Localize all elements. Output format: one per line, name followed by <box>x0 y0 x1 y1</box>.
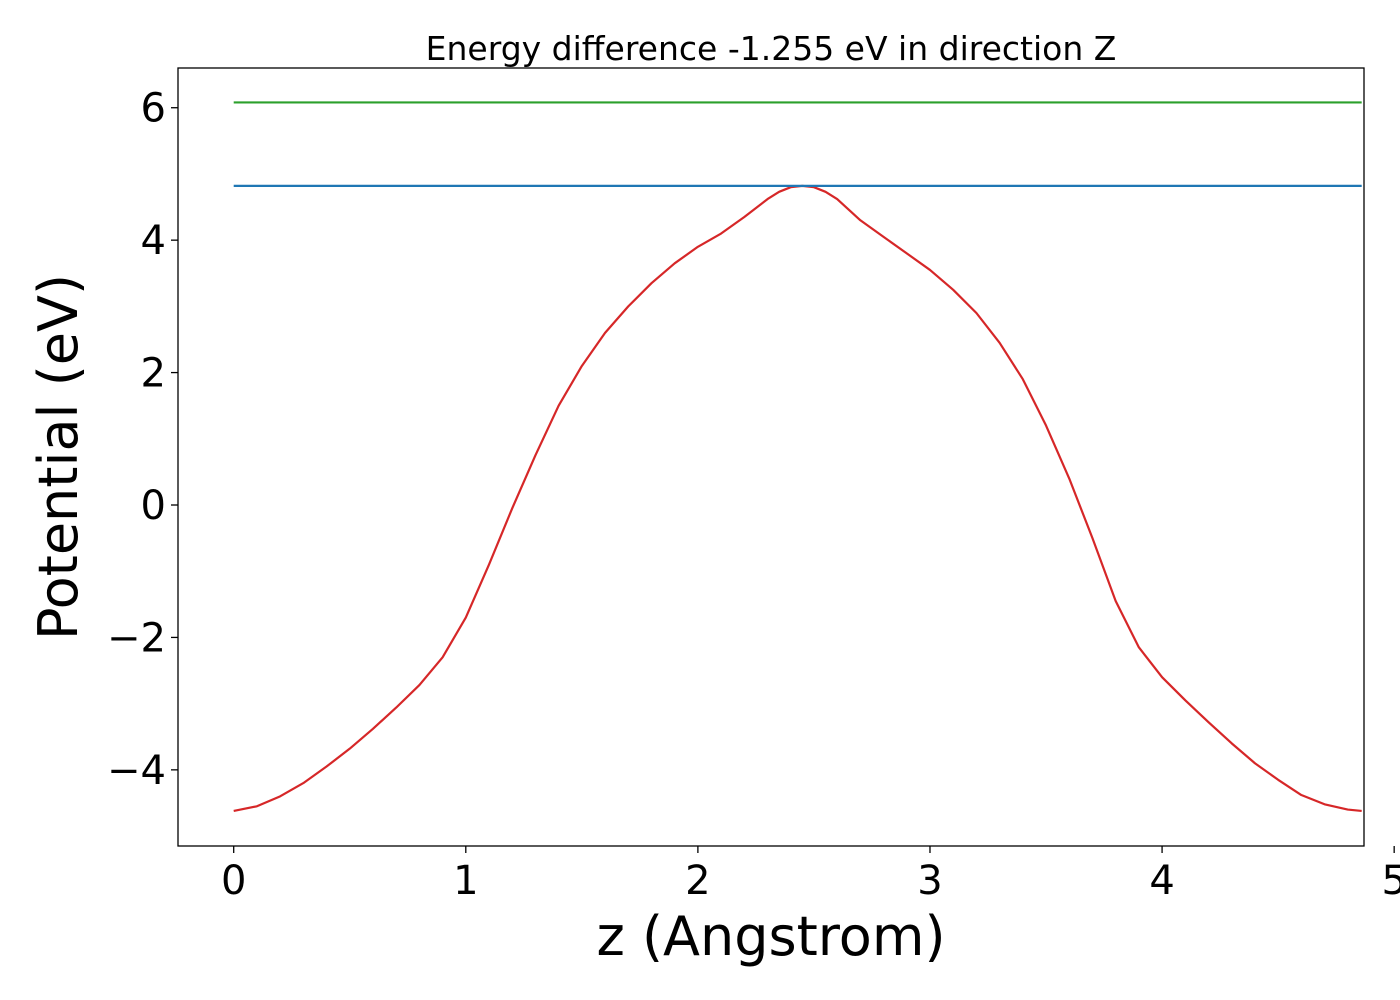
y-axis-label: Potential (eV) <box>27 274 90 640</box>
y-tick-label: 4 <box>141 218 166 264</box>
series-line-1 <box>233 184 1362 813</box>
plot-frame <box>177 67 1365 847</box>
y-tick-label: 6 <box>141 86 166 132</box>
chart-title: Energy difference -1.255 eV in direction… <box>426 29 1117 68</box>
x-tick-label: 3 <box>917 858 942 904</box>
x-tick-label: 4 <box>1149 858 1174 904</box>
x-tick-label: 1 <box>453 858 478 904</box>
y-tick-label: 0 <box>141 483 166 529</box>
y-axis-ticks: −4 −2 0 2 4 6 <box>107 86 178 794</box>
y-tick-label: −4 <box>107 748 166 794</box>
x-tick-label: 0 <box>221 858 246 904</box>
y-tick-label: 2 <box>141 351 166 397</box>
x-axis-ticks: 0 1 2 3 4 5 <box>221 846 1400 904</box>
x-tick-label: 2 <box>685 858 710 904</box>
y-tick-label: −2 <box>107 615 166 661</box>
series-layer <box>233 101 1362 813</box>
x-tick-label: 5 <box>1381 858 1400 904</box>
x-axis-label: z (Angstrom) <box>596 905 945 968</box>
